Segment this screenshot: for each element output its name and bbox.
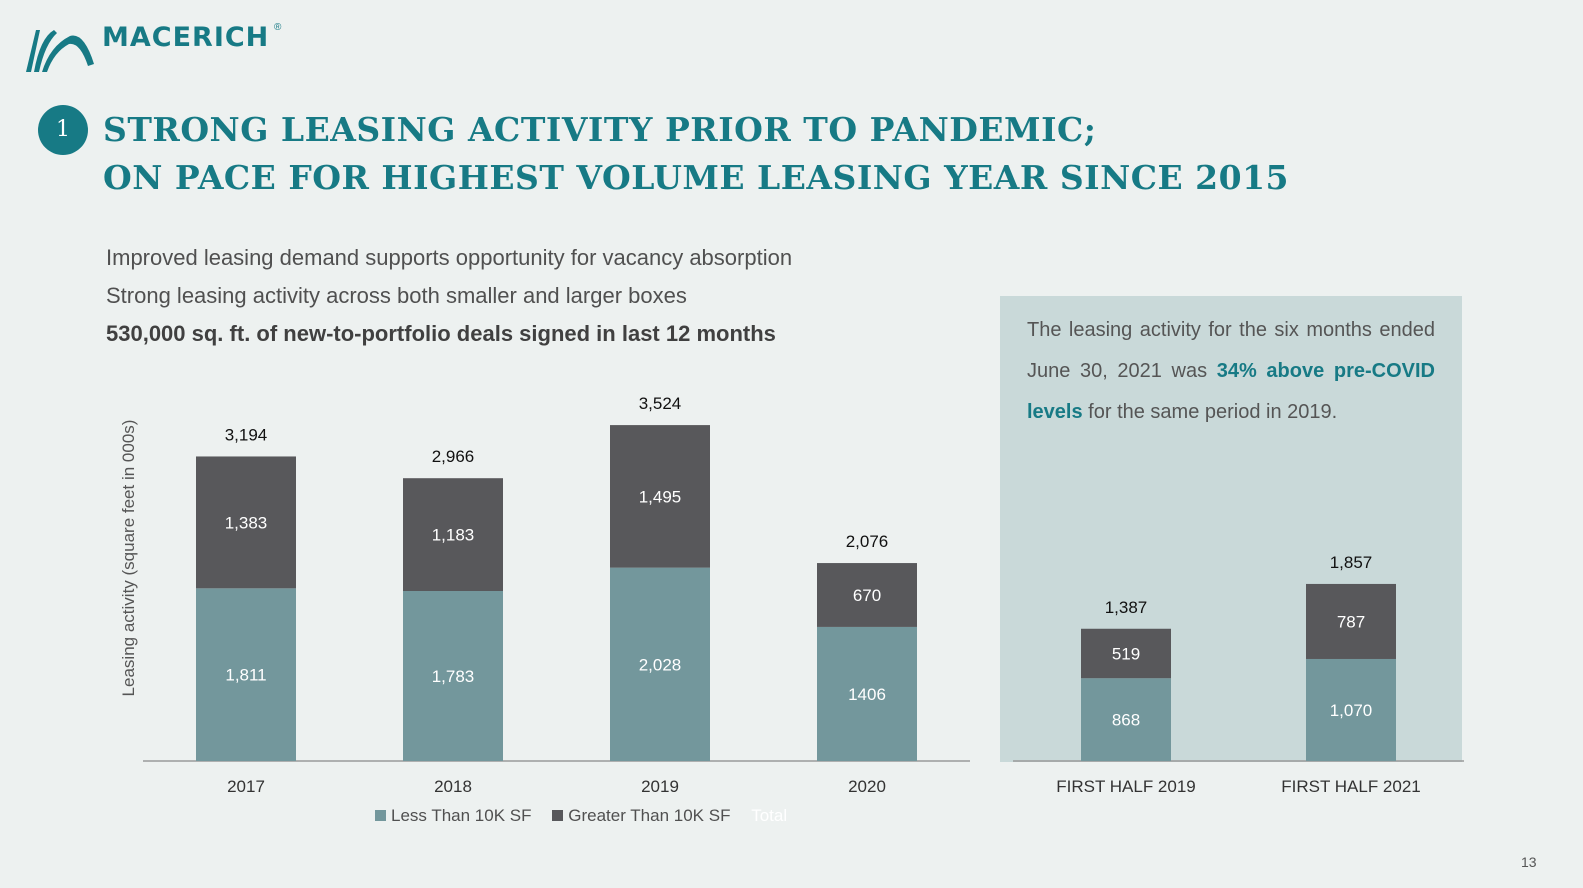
legend-item-greater: Greater Than 10K SF: [552, 806, 730, 826]
bar-value-label: 868: [1112, 711, 1140, 730]
bullet-item-highlight: 530,000 sq. ft. of new-to-portfolio deal…: [106, 321, 776, 346]
bar-value-label: 787: [1337, 612, 1365, 631]
x-tick-label: 2017: [227, 777, 265, 796]
legend-label-less: Less Than 10K SF: [391, 806, 532, 825]
bar-less-10k: [196, 588, 296, 761]
bar-less-10k: [610, 567, 710, 761]
bar-less-10k: [817, 626, 917, 761]
x-tick-label: FIRST HALF 2019: [1056, 777, 1196, 796]
callout-after: for the same period in 2019.: [1082, 401, 1338, 423]
bar-value-label: 1,783: [432, 667, 475, 686]
macerich-logo: MACERICH ®: [24, 20, 284, 75]
bullet-list: Improved leasing demand supports opportu…: [106, 239, 792, 353]
bar-value-label: 1,383: [225, 513, 268, 532]
bar-value-label: 1,495: [639, 487, 682, 506]
step-badge: 1: [38, 105, 88, 155]
legend-item-total: Total: [751, 806, 788, 825]
page-number: 13: [1521, 854, 1537, 870]
x-tick-label: 2019: [641, 777, 679, 796]
bar-greater-10k: [1081, 628, 1171, 679]
chart-legend: Less Than 10K SF Greater Than 10K SF Tot…: [375, 806, 803, 826]
bar-value-label: 1,811: [225, 666, 266, 685]
brand-name: MACERICH: [102, 22, 270, 53]
bar-less-10k: [403, 590, 503, 761]
bar-greater-10k: [1306, 583, 1396, 659]
bar-value-label: 2,028: [639, 655, 682, 674]
total-label: 3,524: [639, 394, 682, 413]
bar-value-label: 1406: [848, 685, 886, 704]
bar-value-label: 1,070: [1330, 701, 1373, 720]
legend-swatch-greater: [552, 810, 564, 821]
page-title: STRONG LEASING ACTIVITY PRIOR TO PANDEMI…: [103, 106, 1289, 202]
bar-greater-10k: [403, 478, 503, 591]
legend-label-greater: Greater Than 10K SF: [568, 806, 731, 825]
macerich-logo-mark: [26, 30, 94, 72]
bar-greater-10k: [817, 563, 917, 627]
callout-highlight: 34% above pre-COVID levels: [1027, 360, 1435, 423]
total-label: 1,857: [1330, 553, 1373, 572]
total-label: 3,194: [225, 425, 268, 444]
registered-mark: ®: [274, 22, 282, 33]
total-label: 2,966: [432, 447, 475, 466]
title-line-1: STRONG LEASING ACTIVITY PRIOR TO PANDEMI…: [103, 110, 1097, 149]
title-line-2: ON PACE FOR HIGHEST VOLUME LEASING YEAR …: [103, 158, 1290, 197]
x-tick-label: FIRST HALF 2021: [1281, 777, 1421, 796]
x-tick-label: 2018: [434, 777, 472, 796]
bullet-item: Improved leasing demand supports opportu…: [106, 245, 793, 270]
legend-item-less: Less Than 10K SF: [375, 806, 532, 826]
total-label: 1,387: [1105, 598, 1148, 617]
y-axis-label: Leasing activity (square feet in 000s): [119, 420, 138, 697]
bar-less-10k: [1306, 658, 1396, 761]
bar-greater-10k: [196, 456, 296, 589]
bar-value-label: 670: [853, 586, 881, 605]
callout-text: The leasing activity for the six months …: [1027, 310, 1435, 433]
bar-less-10k: [1081, 678, 1171, 761]
bar-greater-10k: [610, 425, 710, 568]
x-tick-label: 2020: [848, 777, 886, 796]
legend-swatch-less: [375, 810, 386, 821]
callout-before: The leasing activity for the six months …: [1027, 319, 1435, 382]
bullet-item: Strong leasing activity across both smal…: [106, 283, 687, 308]
bar-value-label: 519: [1112, 644, 1140, 663]
bar-value-label: 1,183: [432, 526, 475, 545]
total-label: 2,076: [846, 532, 889, 551]
